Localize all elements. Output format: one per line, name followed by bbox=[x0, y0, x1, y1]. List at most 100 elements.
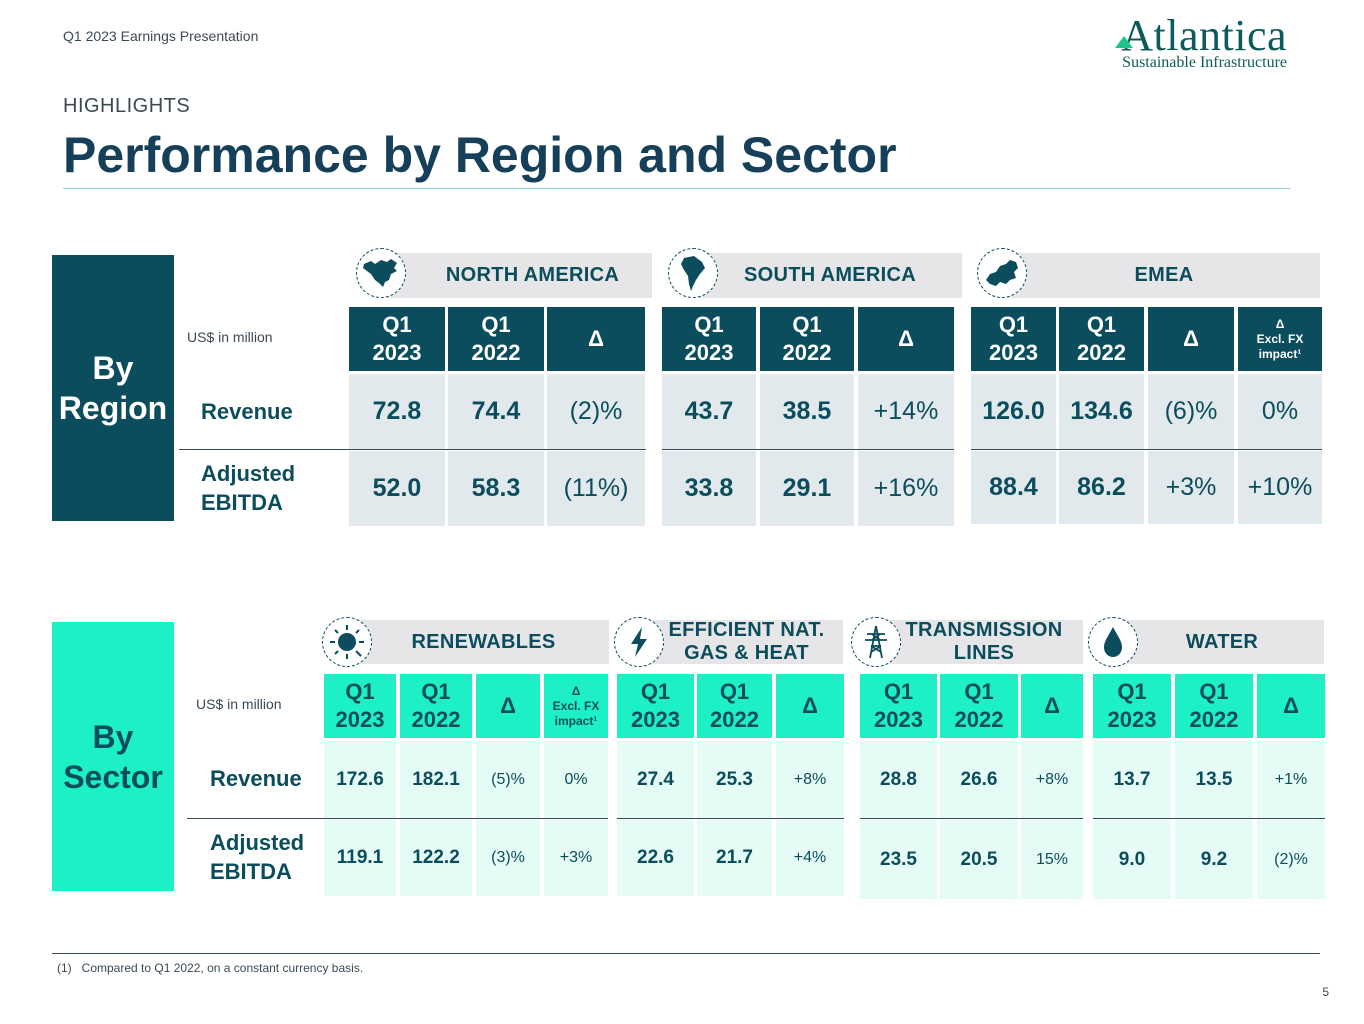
na-col-q1-2023: Q1 2023 bbox=[349, 307, 445, 371]
ren-ebitda-delta: (3)% bbox=[476, 820, 540, 896]
emea-header: EMEA bbox=[1003, 253, 1320, 298]
emea-ebitda-2022: 86.2 bbox=[1059, 451, 1144, 524]
footnote: (1) Compared to Q1 2022, on a constant c… bbox=[57, 961, 364, 975]
emea-ebitda-2023: 88.4 bbox=[971, 451, 1056, 524]
sa-ebitda-2022: 29.1 bbox=[760, 451, 854, 526]
na-ebitda-2023: 52.0 bbox=[349, 451, 445, 526]
sector-units-label: US$ in million bbox=[196, 696, 282, 712]
transmission-tower-icon bbox=[851, 617, 901, 667]
gas-rev-2023: 27.4 bbox=[617, 741, 694, 818]
na-ebitda-2022: 58.3 bbox=[448, 451, 544, 526]
tl-rev-delta: +8% bbox=[1021, 741, 1083, 818]
ren-rev-delta: (5)% bbox=[476, 741, 540, 818]
transmission-header: TRANSMISSION LINES bbox=[880, 619, 1083, 664]
gas-col-delta: Δ bbox=[776, 674, 844, 738]
tl-col-q1-2023: Q1 2023 bbox=[860, 674, 937, 738]
gas-ebitda-delta: +4% bbox=[776, 820, 844, 896]
sector-revenue-label: Revenue bbox=[210, 766, 302, 791]
emea-col-delta: Δ bbox=[1148, 307, 1234, 371]
sector-row-divider bbox=[187, 818, 608, 819]
na-ebitda-delta: (11%) bbox=[547, 451, 645, 526]
emea-rev-delta: (6)% bbox=[1148, 374, 1234, 449]
water-col-delta: Δ bbox=[1257, 674, 1325, 738]
sa-col-q1-2023: Q1 2023 bbox=[662, 307, 756, 371]
gas-rev-delta: +8% bbox=[776, 741, 844, 818]
europe-map-icon bbox=[977, 248, 1027, 298]
sa-rev-2023: 43.7 bbox=[662, 374, 756, 449]
tl-ebitda-2023: 23.5 bbox=[860, 820, 937, 899]
emea-rev-2022: 134.6 bbox=[1059, 374, 1144, 449]
emea-rev-2023: 126.0 bbox=[971, 374, 1056, 449]
title-divider bbox=[63, 188, 1290, 189]
gas-header: EFFICIENT NAT. GAS & HEAT bbox=[640, 619, 843, 664]
emea-row-divider bbox=[971, 449, 1322, 450]
sa-ebitda-2023: 33.8 bbox=[662, 451, 756, 526]
sector-ebitda-label: Adjusted EBITDA bbox=[210, 830, 305, 884]
water-ebitda-delta: (2)% bbox=[1257, 820, 1325, 899]
ren-ebitda-2022: 122.2 bbox=[400, 820, 472, 896]
water-drop-icon bbox=[1088, 617, 1138, 667]
water-ebitda-2023: 9.0 bbox=[1093, 820, 1171, 899]
document-label: Q1 2023 Earnings Presentation bbox=[63, 28, 259, 44]
water-header: WATER bbox=[1115, 620, 1324, 664]
tl-rev-2023: 28.8 bbox=[860, 741, 937, 818]
sa-rev-2022: 38.5 bbox=[760, 374, 854, 449]
ren-ebitda-2023: 119.1 bbox=[324, 820, 396, 896]
tl-ebitda-delta: 15% bbox=[1021, 820, 1083, 899]
gas-col-q1-2023: Q1 2023 bbox=[617, 674, 694, 738]
section-kicker: HIGHLIGHTS bbox=[63, 95, 191, 117]
tl-rev-2022: 26.6 bbox=[940, 741, 1018, 818]
tl-row-divider bbox=[860, 818, 1083, 819]
renewables-header: RENEWABLES bbox=[348, 620, 609, 664]
ren-col-delta: Δ bbox=[476, 674, 540, 738]
sa-rev-delta: +14% bbox=[858, 374, 954, 449]
emea-col-excl-fx: Δ Excl. FX impact¹ bbox=[1238, 307, 1322, 371]
page-number: 5 bbox=[1322, 985, 1329, 999]
gas-ebitda-2022: 21.7 bbox=[697, 820, 772, 896]
emea-col-q1-2022: Q1 2022 bbox=[1059, 307, 1144, 371]
sa-col-delta: Δ bbox=[858, 307, 954, 371]
region-units-label: US$ in million bbox=[187, 329, 273, 345]
tl-col-delta: Δ bbox=[1021, 674, 1083, 738]
ren-rev-excl-fx: 0% bbox=[544, 741, 608, 818]
ren-rev-2023: 172.6 bbox=[324, 741, 396, 818]
logo-triangle-icon bbox=[1115, 36, 1134, 48]
page-title: Performance by Region and Sector bbox=[63, 127, 897, 183]
region-row-divider bbox=[179, 449, 646, 450]
na-col-q1-2022: Q1 2022 bbox=[448, 307, 544, 371]
south-america-header: SOUTH AMERICA bbox=[693, 253, 962, 298]
footer-divider bbox=[52, 953, 1320, 954]
gas-ebitda-2023: 22.6 bbox=[617, 820, 694, 896]
logo-tagline: Sustainable Infrastructure bbox=[1122, 54, 1287, 71]
na-rev-2023: 72.8 bbox=[349, 374, 445, 449]
emea-ebitda-delta: +3% bbox=[1148, 451, 1234, 524]
emea-rev-excl-fx: 0% bbox=[1238, 374, 1322, 449]
emea-ebitda-excl-fx: +10% bbox=[1238, 451, 1322, 524]
ren-col-excl-fx: Δ Excl. FX impact¹ bbox=[544, 674, 608, 738]
water-row-divider bbox=[1093, 818, 1325, 819]
sun-icon bbox=[322, 617, 372, 667]
gas-rev-2022: 25.3 bbox=[697, 741, 772, 818]
sa-row-divider bbox=[662, 449, 954, 450]
logo-wordmark: Atlantica bbox=[1121, 11, 1287, 60]
water-rev-2022: 13.5 bbox=[1175, 741, 1253, 818]
na-col-delta: Δ bbox=[547, 307, 645, 371]
north-america-map-icon bbox=[356, 248, 406, 298]
north-america-header: NORTH AMERICA bbox=[383, 253, 652, 298]
water-col-q1-2023: Q1 2023 bbox=[1093, 674, 1171, 738]
lightning-icon bbox=[614, 617, 664, 667]
gas-col-q1-2022: Q1 2022 bbox=[697, 674, 772, 738]
by-sector-label: By Sector bbox=[52, 622, 174, 891]
water-col-q1-2022: Q1 2022 bbox=[1175, 674, 1253, 738]
na-rev-delta: (2)% bbox=[547, 374, 645, 449]
water-rev-delta: +1% bbox=[1257, 741, 1325, 818]
gas-row-divider bbox=[617, 818, 844, 819]
south-america-map-icon bbox=[668, 248, 718, 298]
by-region-label: By Region bbox=[52, 255, 174, 521]
sa-col-q1-2022: Q1 2022 bbox=[760, 307, 854, 371]
ren-col-q1-2022: Q1 2022 bbox=[400, 674, 472, 738]
na-rev-2022: 74.4 bbox=[448, 374, 544, 449]
emea-col-q1-2023: Q1 2023 bbox=[971, 307, 1056, 371]
ren-col-q1-2023: Q1 2023 bbox=[324, 674, 396, 738]
sa-ebitda-delta: +16% bbox=[858, 451, 954, 526]
